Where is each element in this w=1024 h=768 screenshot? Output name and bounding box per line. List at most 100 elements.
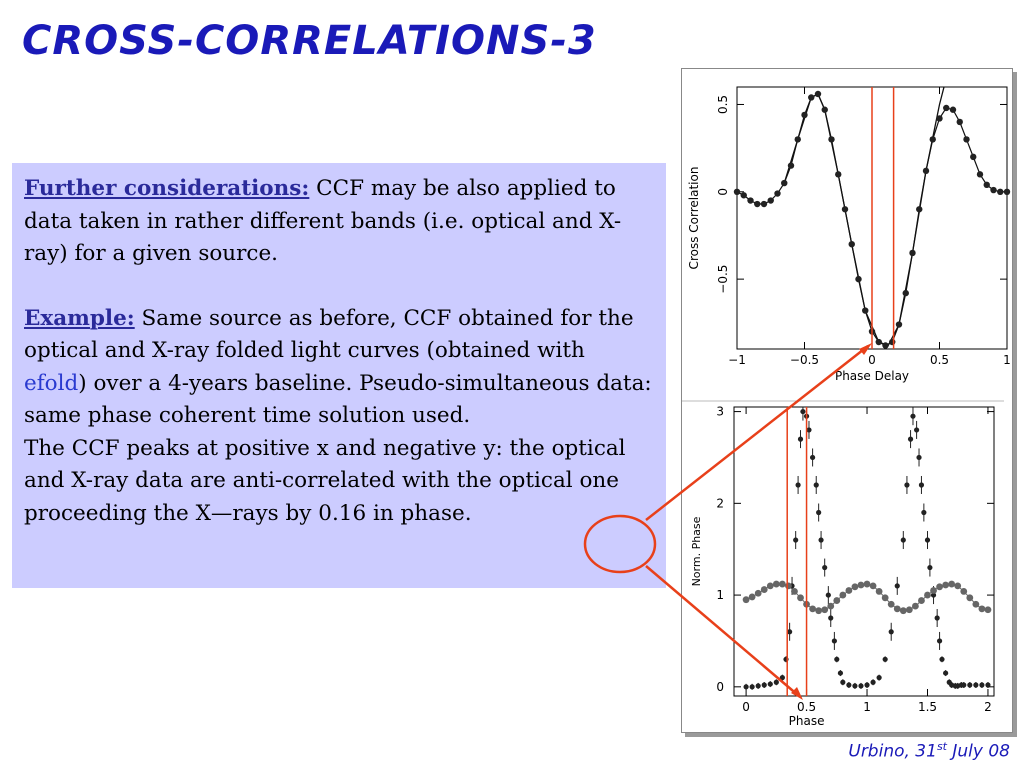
example-heading: Example: [24, 305, 135, 331]
xray-data-point [825, 592, 831, 598]
optical-data-point [893, 605, 901, 613]
xray-data-point [800, 408, 806, 415]
arrow-to-phase-axis [645, 565, 800, 697]
optical-data-point [899, 607, 907, 615]
lc-x-tick-label: 0 [742, 700, 750, 714]
optical-data-point [966, 594, 974, 602]
optical-data-point [845, 587, 853, 594]
footer-date: July 08 [946, 741, 1010, 762]
xray-data-point [858, 683, 864, 689]
xray-data-point [930, 592, 937, 598]
xray-data-point [967, 682, 973, 688]
ccf-y-axis-label: Cross Correlation [687, 167, 701, 270]
explanation-textbox: Further considerations: CCF may be also … [12, 163, 666, 588]
xray-data-point [787, 629, 793, 635]
ccf-data-point [929, 136, 936, 143]
xray-data-point [831, 638, 837, 644]
optical-data-point [821, 606, 829, 614]
lc-y-axis-label: Norm. Phase [690, 516, 703, 586]
lc-y-tick-label: 3 [716, 405, 724, 419]
ccf-data-point [835, 171, 842, 178]
ccf-data-point [956, 118, 963, 126]
optical-data-point [887, 600, 895, 608]
lc-x-tick-label: 0.5 [797, 700, 816, 714]
xray-data-point [904, 482, 910, 488]
optical-data-point [742, 596, 750, 604]
xray-data-point [900, 537, 906, 543]
xray-data-point [773, 679, 779, 685]
xray-data-point [894, 583, 900, 589]
xray-data-point [755, 683, 761, 689]
ccf-data-point [990, 186, 997, 194]
ccf-data-point [801, 111, 808, 119]
ccf-data-point [774, 190, 781, 197]
ccf-data-point [970, 153, 977, 161]
ccf-x-tick-label: −0.5 [790, 353, 819, 367]
ccf-data-point [916, 206, 923, 213]
optical-data-point [954, 582, 962, 590]
example-text-a: Same source as before, CCF obtained for … [24, 305, 634, 364]
ccf-y-tick-label: −0.5 [716, 265, 730, 294]
xray-data-point [916, 454, 922, 461]
xray-data-point [828, 615, 834, 621]
xray-data-point [797, 436, 804, 442]
xray-data-point [961, 682, 967, 688]
ccf-data-point [895, 321, 903, 328]
xray-data-point [834, 656, 840, 662]
xray-data-point [910, 413, 916, 419]
xray-data-point [793, 537, 799, 543]
ccf-data-point [848, 241, 855, 248]
xray-data-point [934, 615, 940, 621]
ccf-data-point [754, 200, 761, 208]
lc-x-tick-label: 2 [984, 700, 992, 714]
optical-data-point [930, 587, 937, 594]
xray-data-point [888, 629, 894, 635]
lc-y-tick-label: 2 [716, 496, 724, 510]
ccf-data-point [902, 289, 909, 297]
ccf-data-point [841, 206, 849, 213]
ccf-data-point [781, 179, 788, 187]
optical-data-point [875, 588, 883, 595]
optical-data-point [978, 605, 986, 613]
optical-data-point [881, 594, 889, 602]
footer-sup: st [936, 740, 947, 753]
xray-data-point [806, 427, 812, 433]
optical-data-point [972, 600, 980, 608]
ccf-data-point [875, 338, 882, 346]
ccf-data-point [862, 307, 869, 314]
example-text-b: ) over a 4-years baseline. Pseudo-simult… [24, 370, 652, 429]
arrowhead-ccf-peak [859, 343, 872, 355]
optical-data-point [863, 580, 871, 588]
paragraph-ccf-result: The CCF peaks at positive x and negative… [24, 435, 626, 526]
xray-data-point [985, 682, 991, 688]
xray-data-point [882, 656, 888, 662]
xray-data-point [813, 482, 819, 488]
xray-data-point [914, 427, 920, 433]
xray-data-point [876, 675, 882, 681]
arrow-to-ccf-peak [645, 345, 869, 521]
xray-data-point [864, 682, 870, 688]
xray-data-point [973, 682, 979, 688]
ccf-x-tick-label: 1 [1003, 353, 1011, 367]
xray-data-point [761, 682, 767, 688]
ccf-data-point [814, 90, 822, 98]
further-considerations-text: CCF may be also applied to data taken in… [24, 176, 622, 266]
xray-data-point [943, 670, 949, 676]
xray-data-point [939, 656, 945, 662]
xray-data-point [795, 482, 801, 488]
xray-data-point [936, 638, 943, 644]
optical-data-point [960, 588, 968, 595]
ccf-data-point [808, 94, 815, 101]
xray-data-point [810, 454, 816, 461]
ccf-data-point [997, 188, 1004, 195]
ccf-data-point [922, 167, 930, 175]
optical-data-point [797, 594, 804, 602]
optical-data-point [936, 583, 943, 591]
ccf-data-point [740, 192, 747, 199]
xray-data-point [767, 681, 773, 687]
figure-svg: −1 −0.5 0 0.5 1 −0.5 0 0.5 Phase Delay Cross Corr… [682, 86, 1011, 728]
optical-data-point [833, 597, 841, 604]
ccf-y-tick-label: 0.5 [716, 95, 730, 114]
lc-x-axis-label: Phase [789, 714, 825, 728]
